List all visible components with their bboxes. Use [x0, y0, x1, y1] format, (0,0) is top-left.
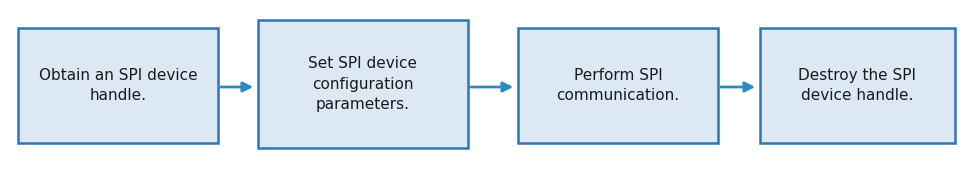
Bar	[258, 20, 467, 148]
Bar	[517, 28, 717, 143]
Text: Obtain an SPI device
handle.: Obtain an SPI device handle.	[39, 68, 197, 103]
Text: Destroy the SPI
device handle.: Destroy the SPI device handle.	[797, 68, 916, 103]
Bar	[760, 28, 954, 143]
Bar	[18, 28, 218, 143]
Text: Set SPI device
configuration
parameters.: Set SPI device configuration parameters.	[308, 56, 417, 112]
Text: Perform SPI
communication.: Perform SPI communication.	[556, 68, 679, 103]
